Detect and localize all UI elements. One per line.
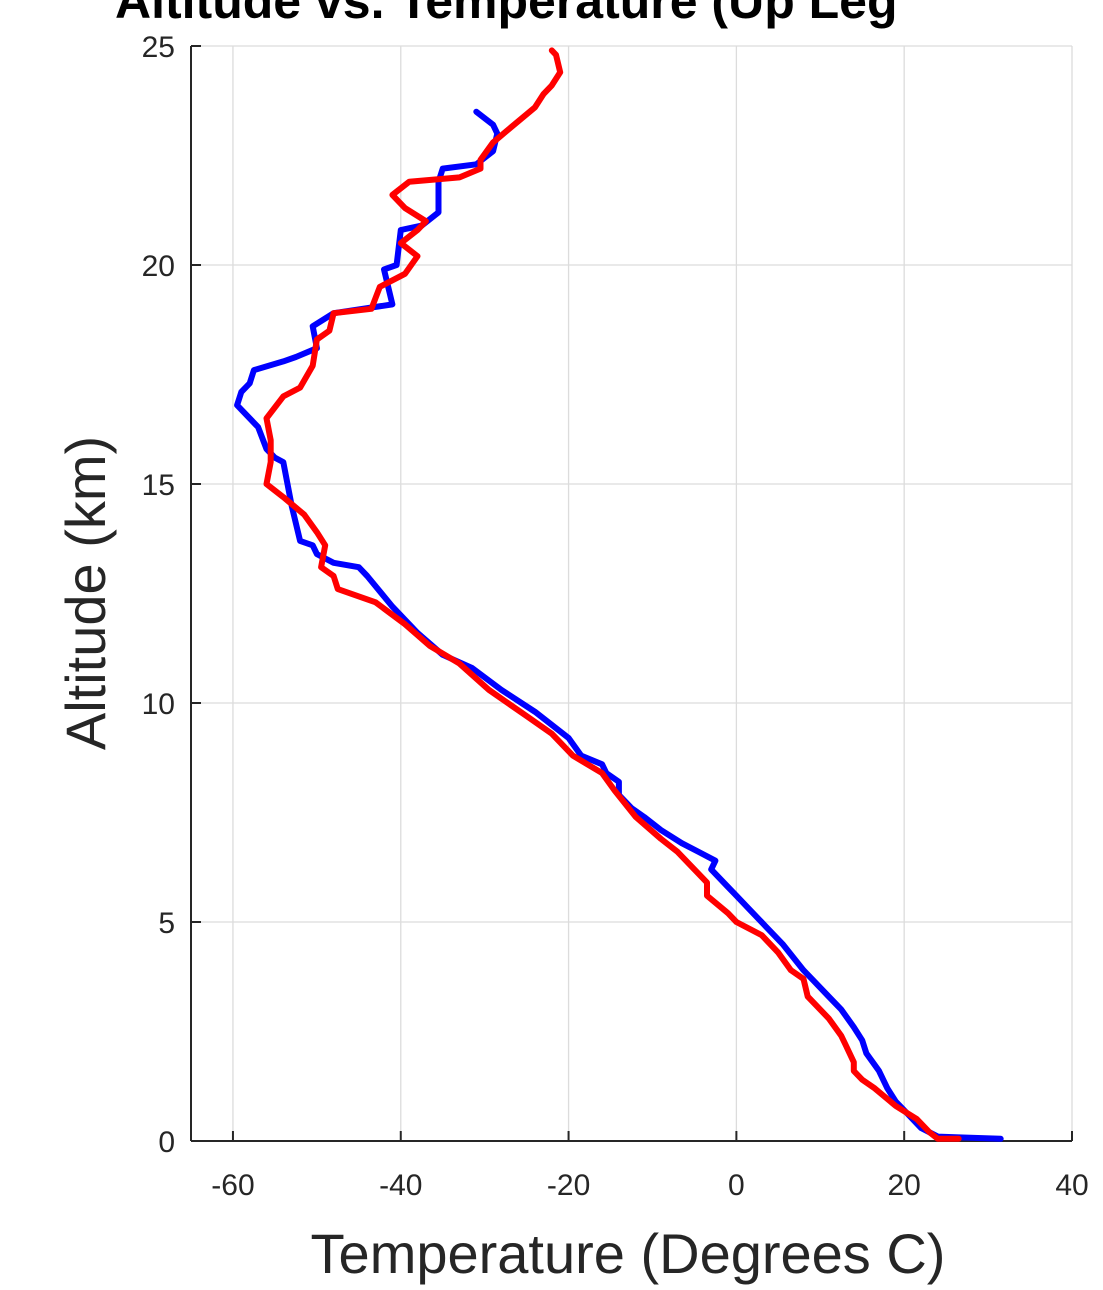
x-tick-label: 20 bbox=[888, 1169, 921, 1202]
y-tick-label: 10 bbox=[142, 688, 175, 721]
plot-series bbox=[234, 47, 1004, 1142]
x-axis: -60 -40 -20 0 20 40 bbox=[191, 1131, 1089, 1202]
y-tick-label: 0 bbox=[158, 1126, 175, 1159]
y-tick-label: 5 bbox=[158, 907, 175, 940]
x-tick-label: 40 bbox=[1055, 1169, 1088, 1202]
y-axis: 0 5 10 15 20 25 bbox=[142, 31, 201, 1159]
chart-title: Altitude vs. Temperature (Up Leg bbox=[115, 0, 898, 29]
y-axis-label: Altitude (km) bbox=[54, 436, 117, 750]
x-tick-label: 0 bbox=[728, 1169, 745, 1202]
series-line-2 bbox=[263, 47, 962, 1142]
x-tick-label: -60 bbox=[211, 1169, 254, 1202]
x-tick-label: -20 bbox=[547, 1169, 590, 1202]
y-tick-label: 15 bbox=[142, 469, 175, 502]
y-tick-label: 20 bbox=[142, 250, 175, 283]
x-tick-label: -40 bbox=[379, 1169, 422, 1202]
y-tick-label: 25 bbox=[142, 31, 175, 64]
x-axis-label: Temperature (Degrees C) bbox=[311, 1222, 946, 1285]
